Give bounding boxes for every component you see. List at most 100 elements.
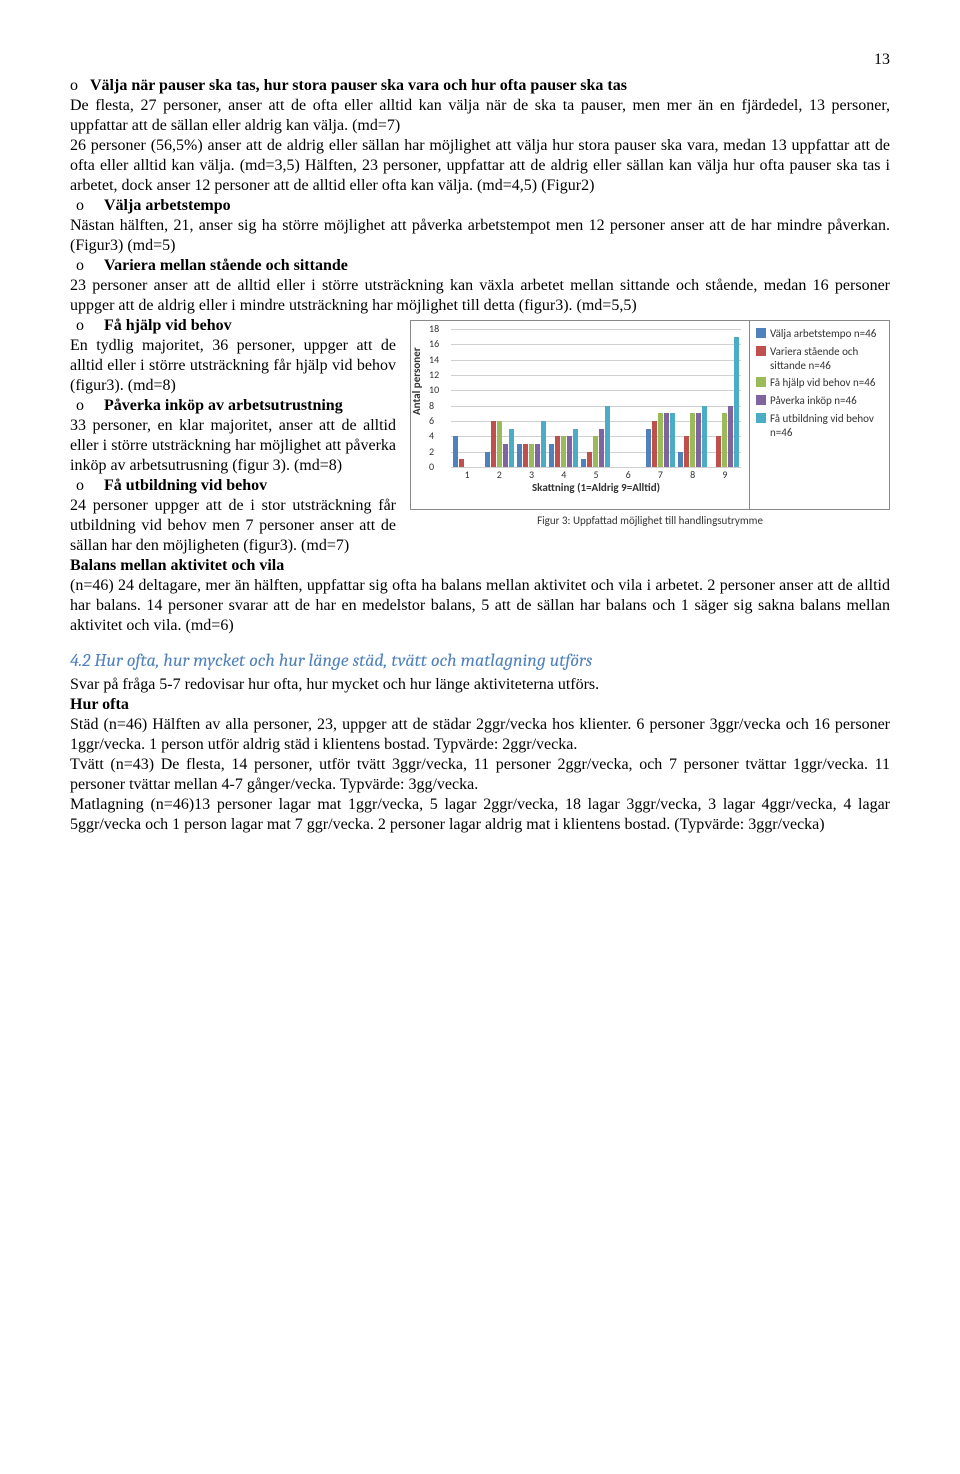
x-tick-label: 2	[483, 469, 515, 482]
bar	[702, 406, 707, 467]
b3-head: Få hjälp vid behov	[104, 316, 232, 336]
bullet-inkop: o Påverka inköp av arbetsutrustning	[70, 396, 396, 416]
bar	[523, 444, 528, 467]
bullet-hjalp: o Få hjälp vid behov	[70, 316, 396, 336]
sec-intro: Svar på fråga 5-7 redovisar hur ofta, hu…	[70, 675, 890, 695]
para3: Nästan hälften, 21, anser sig ha större …	[70, 216, 890, 256]
bar	[555, 436, 560, 467]
bar	[593, 436, 598, 467]
bar	[503, 444, 508, 467]
y-tick-label: 4	[429, 430, 434, 443]
bar	[652, 421, 657, 467]
bar	[716, 436, 721, 467]
x-tick-label: 5	[580, 469, 612, 482]
para1-body: De flesta, 27 personer, anser att de oft…	[70, 96, 890, 136]
bar-group	[515, 329, 547, 467]
x-tick-label: 8	[677, 469, 709, 482]
figure-caption: Figur 3: Uppfattad möjlighet till handli…	[410, 514, 890, 528]
mat-para: Matlagning (n=46)13 personer lagar mat 1…	[70, 795, 890, 835]
y-tick-label: 0	[429, 461, 434, 474]
para8: (n=46) 24 deltagare, mer än hälften, upp…	[70, 576, 890, 636]
section-4-2-head: 4.2 Hur ofta, hur mycket och hur länge s…	[70, 650, 890, 673]
bar	[722, 413, 727, 467]
bar-group	[612, 329, 644, 467]
bar	[690, 413, 695, 467]
chart-legend: Välja arbetstempo n=46 Variera stående oc…	[750, 320, 890, 510]
legend-item: Få utbildning vid behov n=46	[756, 412, 883, 440]
bar	[696, 413, 701, 467]
bar-group	[644, 329, 676, 467]
para1-head: Välja när pauser ska tas, hur stora paus…	[90, 77, 627, 94]
bullet-o: o	[70, 476, 104, 496]
bar	[658, 413, 663, 467]
bullet-o: o	[70, 77, 90, 94]
x-tick-label: 6	[612, 469, 644, 482]
legend-item: Få hjälp vid behov n=46	[756, 376, 883, 390]
legend-item: Påverka inköp n=46	[756, 394, 883, 408]
para2: 26 personer (56,5%) anser att de aldrig …	[70, 136, 890, 196]
bar	[485, 452, 490, 467]
bullet-variera: o Variera mellan stående och sittande	[70, 256, 890, 276]
bar	[453, 436, 458, 467]
para-1: o Välja när pauser ska tas, hur stora pa…	[70, 76, 890, 96]
bar	[646, 429, 651, 467]
bar	[509, 429, 514, 467]
bar	[599, 429, 604, 467]
bar	[491, 421, 496, 467]
legend-swatch	[756, 377, 766, 387]
bar	[497, 421, 502, 467]
bar	[459, 459, 464, 467]
bar-group	[451, 329, 483, 467]
y-tick-label: 10	[429, 384, 439, 397]
bar	[678, 452, 683, 467]
bullet-utbildning: o Få utbildning vid behov	[70, 476, 396, 496]
legend-swatch	[756, 328, 766, 338]
bar	[581, 459, 586, 467]
legend-label: Få hjälp vid behov n=46	[770, 376, 875, 390]
b2-head: Variera mellan stående och sittande	[104, 256, 348, 276]
y-tick-label: 14	[429, 353, 439, 366]
b4-head: Påverka inköp av arbetsutrustning	[104, 396, 343, 416]
x-axis-label: Skattning (1=Aldrig 9=Alltid)	[451, 481, 741, 495]
legend-label: Få utbildning vid behov n=46	[770, 412, 883, 440]
bar	[561, 436, 566, 467]
bullet-arbetstempo: o Välja arbetstempo	[70, 196, 890, 216]
bar	[670, 413, 675, 467]
legend-label: Välja arbetstempo n=46	[770, 327, 876, 341]
bar	[567, 436, 572, 467]
b5-head: Få utbildning vid behov	[104, 476, 267, 496]
x-tick-label: 1	[451, 469, 483, 482]
b1-head: Välja arbetstempo	[104, 196, 231, 216]
para4: 23 personer anser att de alltid eller i …	[70, 276, 890, 316]
bar	[573, 429, 578, 467]
bar	[728, 406, 733, 467]
legend-label: Variera stående och sittande n=46	[770, 345, 883, 373]
bar-group	[483, 329, 515, 467]
chart-plot-area: Antal personer 024681012141618 123456789…	[410, 320, 750, 510]
legend-label: Påverka inköp n=46	[770, 394, 857, 408]
y-axis-label: Antal personer	[410, 347, 424, 415]
y-tick-label: 2	[429, 445, 434, 458]
figure-3: Antal personer 024681012141618 123456789…	[410, 320, 890, 528]
hur-ofta-head: Hur ofta	[70, 695, 890, 715]
legend-item: Variera stående och sittande n=46	[756, 345, 883, 373]
x-tick-label: 4	[548, 469, 580, 482]
x-tick-label: 3	[515, 469, 547, 482]
bar-group	[677, 329, 709, 467]
bar	[684, 436, 689, 467]
bullet-o: o	[70, 256, 104, 276]
x-tick-label: 9	[709, 469, 741, 482]
page-number: 13	[70, 50, 890, 70]
x-tick-label: 7	[644, 469, 676, 482]
balans-head: Balans mellan aktivitet och vila	[70, 556, 890, 576]
legend-swatch	[756, 395, 766, 405]
bullet-o: o	[70, 396, 104, 416]
bar	[535, 444, 540, 467]
bar	[529, 444, 534, 467]
bar	[549, 444, 554, 467]
tvatt-para: Tvätt (n=43) De flesta, 14 personer, utf…	[70, 755, 890, 795]
stad-para: Städ (n=46) Hälften av alla personer, 23…	[70, 715, 890, 755]
bar	[605, 406, 610, 467]
bullet-o: o	[70, 316, 104, 336]
y-tick-label: 8	[429, 399, 434, 412]
